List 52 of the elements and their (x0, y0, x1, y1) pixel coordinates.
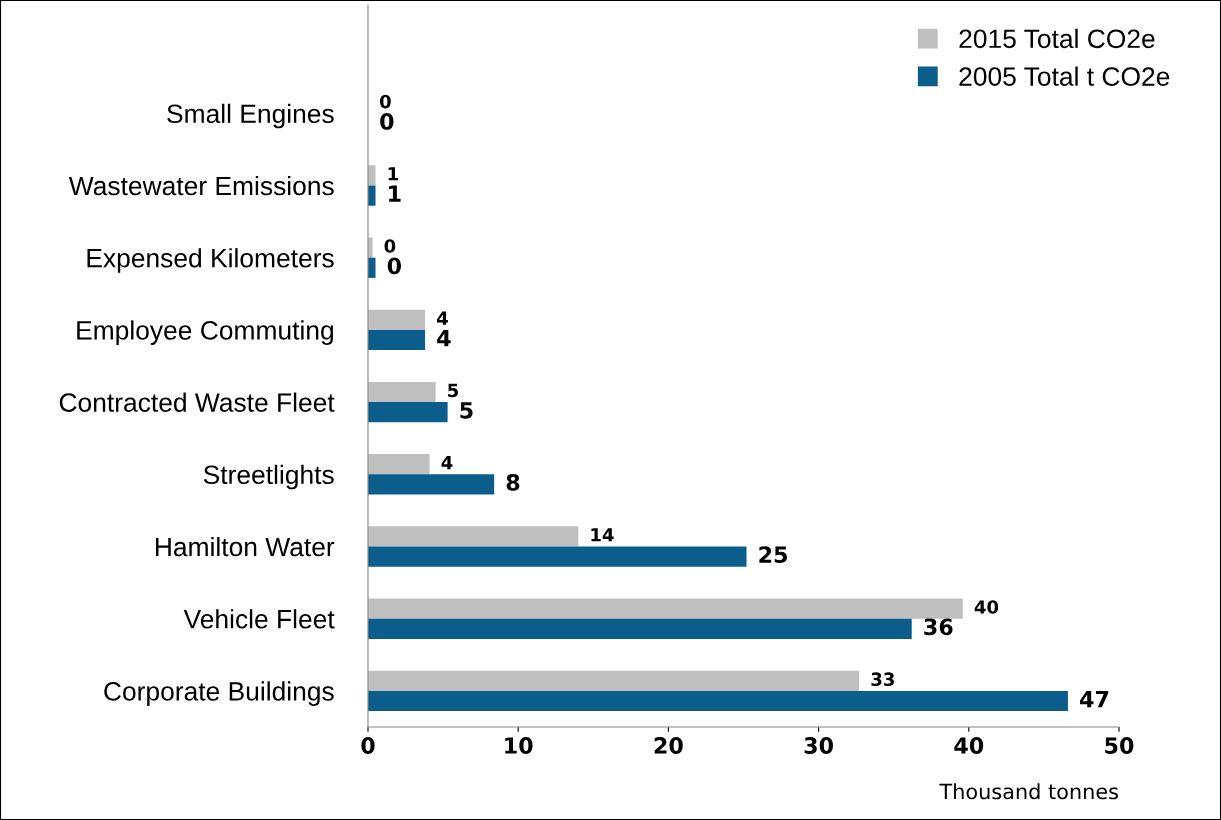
data-label: 5 (448, 383, 458, 398)
x-tick-label: 40 (954, 737, 984, 754)
y-tick-label: Contracted Waste Fleet (59, 392, 335, 412)
data-label: 5 (460, 402, 473, 419)
y-tick-label: Streetlights (203, 464, 334, 490)
data-label: 47 (1080, 690, 1109, 708)
bar (368, 526, 579, 547)
bar (368, 598, 963, 619)
bar (368, 165, 376, 186)
y-tick-label: Small Engines (167, 103, 334, 129)
bar (368, 474, 495, 495)
bar (368, 402, 448, 423)
data-label: 4 (437, 311, 448, 325)
y-tick-label: Vehicle Fleet (183, 609, 335, 629)
data-label: 8 (506, 474, 520, 491)
data-label: 4 (441, 456, 453, 470)
data-label: 1 (388, 167, 398, 181)
bar (368, 618, 912, 639)
x-tick-label: 10 (505, 737, 533, 754)
bar (368, 381, 436, 403)
data-label: 40 (974, 600, 999, 614)
x-axis-title: Thousand tonnes (939, 783, 1118, 800)
x-tick-label: 20 (654, 737, 683, 754)
data-label: 14 (591, 528, 614, 542)
bar (368, 546, 747, 567)
x-tick-label: 50 (1105, 737, 1134, 754)
bar (368, 329, 426, 351)
data-label: 33 (871, 672, 894, 687)
bar (368, 185, 376, 206)
data-label: 0 (387, 257, 402, 275)
data-label: 0 (379, 94, 391, 109)
bar (368, 257, 376, 278)
legend-label: 2015 Total CO2e (959, 28, 1155, 49)
data-label: 0 (380, 113, 394, 130)
data-label: 25 (759, 546, 787, 564)
y-tick-label: Corporate Buildings (104, 681, 334, 706)
bar (368, 454, 430, 475)
x-tick-label: 30 (804, 737, 833, 754)
data-label: 1 (389, 185, 401, 202)
bar (368, 237, 373, 258)
bar (368, 670, 860, 691)
y-tick-label: Wastewater Emissions (68, 175, 334, 196)
bar (368, 309, 426, 330)
y-tick-label: Employee Commuting (77, 320, 333, 345)
data-label: 0 (384, 239, 396, 253)
x-tick-label: 0 (361, 737, 375, 754)
legend-label: 2005 Total t CO2e (959, 66, 1170, 86)
y-tick-label: Expensed Kilometers (87, 248, 334, 273)
data-label: 36 (924, 618, 953, 636)
bar (368, 690, 1068, 712)
y-tick-label: Hamilton Water (155, 536, 335, 557)
data-label: 4 (437, 329, 451, 347)
